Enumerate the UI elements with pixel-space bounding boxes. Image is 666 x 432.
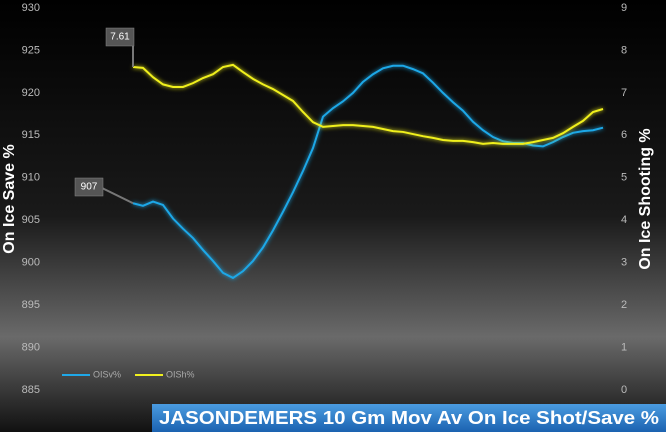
y2-tick-label: 4 bbox=[621, 214, 627, 226]
y2-tick-label: 2 bbox=[621, 299, 627, 311]
y-tick-label: 920 bbox=[22, 87, 40, 99]
chart-title: JASONDEMERS 10 Gm Mov Av On Ice Shot/Sav… bbox=[159, 408, 659, 428]
callout-box bbox=[74, 177, 104, 197]
y-tick-label: 915 bbox=[22, 129, 40, 141]
data-label: 907 bbox=[81, 182, 98, 193]
legend-label: OISv% bbox=[93, 369, 121, 379]
y2-tick-label: 5 bbox=[621, 172, 627, 184]
y2-tick-label: 0 bbox=[621, 384, 627, 396]
y2-tick-label: 7 bbox=[621, 87, 627, 99]
y-tick-label: 930 bbox=[22, 2, 40, 14]
y-tick-label: 910 bbox=[22, 172, 40, 184]
y-tick-label: 895 bbox=[22, 299, 40, 311]
series-line bbox=[132, 63, 604, 145]
title-banner bbox=[152, 404, 666, 432]
y2-axis-title: On Ice Shooting % bbox=[637, 128, 654, 269]
y-tick-label: 890 bbox=[22, 341, 40, 353]
callout-box bbox=[105, 27, 135, 47]
y-tick-label: 885 bbox=[22, 384, 40, 396]
callout-leader bbox=[101, 187, 134, 205]
legend-label: OISh% bbox=[166, 369, 195, 379]
y2-tick-label: 1 bbox=[621, 341, 627, 353]
y-axis-title: On Ice Save % bbox=[1, 144, 18, 253]
y-tick-label: 900 bbox=[22, 257, 40, 269]
y2-tick-label: 6 bbox=[621, 129, 627, 141]
y2-tick-label: 9 bbox=[621, 2, 627, 14]
data-label: 7.61 bbox=[110, 32, 130, 43]
y2-tick-label: 3 bbox=[621, 257, 627, 269]
y2-tick-label: 8 bbox=[621, 44, 627, 56]
y-tick-label: 905 bbox=[22, 214, 40, 226]
y-tick-label: 925 bbox=[22, 44, 40, 56]
